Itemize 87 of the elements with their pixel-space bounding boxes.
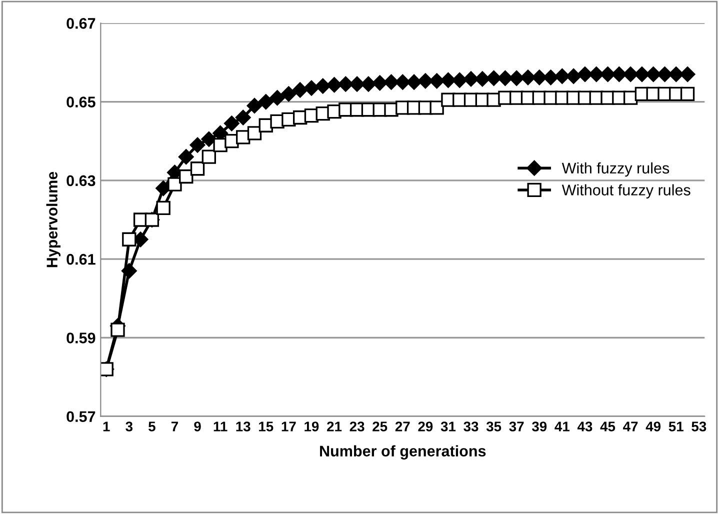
x-tick-label: 23 <box>350 422 364 432</box>
point <box>384 74 399 90</box>
y-tick-label: 0.65 <box>66 96 96 108</box>
point <box>372 75 388 91</box>
point <box>122 232 136 246</box>
x-tick-label: 27 <box>395 422 410 432</box>
x-tick-label: 5 <box>148 422 156 432</box>
point <box>452 72 468 88</box>
x-tick-label: 53 <box>692 422 706 432</box>
point <box>304 80 320 96</box>
point <box>270 90 285 106</box>
point <box>566 68 582 84</box>
point <box>156 200 170 216</box>
x-tick-label: 35 <box>486 422 502 432</box>
point <box>349 76 365 92</box>
point <box>577 66 593 82</box>
point <box>168 177 182 192</box>
point <box>588 66 604 82</box>
point <box>680 86 695 101</box>
x-tick-label: 17 <box>282 422 296 432</box>
point <box>554 68 570 84</box>
point <box>668 66 684 82</box>
y-tick-label: 0.59 <box>66 332 96 344</box>
x-tick-label: 47 <box>623 422 638 432</box>
x-tick-label: 45 <box>600 422 616 432</box>
point <box>315 78 331 94</box>
point <box>258 94 274 110</box>
x-tick-label: 9 <box>194 422 201 432</box>
x-axis-title: Number of generations <box>320 445 486 460</box>
x-tick-label: 43 <box>577 422 592 432</box>
x-tick-label: 37 <box>509 422 524 432</box>
x-tick-label: 51 <box>668 422 684 432</box>
point <box>543 70 558 86</box>
point <box>440 72 456 88</box>
point <box>600 66 616 82</box>
x-tick-label: 29 <box>418 422 433 432</box>
point <box>247 126 262 140</box>
point <box>179 169 194 184</box>
x-tick-label: 33 <box>464 422 478 432</box>
point <box>394 74 410 90</box>
point <box>520 70 536 86</box>
point <box>201 131 217 147</box>
point <box>326 77 342 93</box>
point <box>280 86 296 102</box>
x-tick-label: 49 <box>646 422 661 432</box>
point <box>235 110 251 126</box>
point <box>508 70 524 86</box>
point <box>680 66 696 82</box>
point <box>429 73 445 89</box>
x-tick-label: 3 <box>126 422 133 432</box>
point <box>657 66 672 82</box>
x-tick-label: 7 <box>171 422 178 432</box>
point <box>474 71 490 87</box>
x-tick-label: 19 <box>304 422 319 432</box>
point <box>224 116 240 132</box>
x-tick-label: 21 <box>327 422 342 432</box>
point <box>430 100 444 115</box>
legend-label: Without fuzzy rules <box>562 184 690 198</box>
point <box>292 82 308 98</box>
y-tick-label: 0.63 <box>66 175 96 186</box>
point <box>338 76 354 92</box>
y-axis-title: Hypervolume <box>46 172 61 268</box>
point <box>622 66 638 82</box>
point <box>178 149 194 165</box>
x-tick-label: 13 <box>236 422 250 432</box>
point <box>190 137 206 153</box>
point <box>532 70 548 86</box>
point <box>418 73 434 89</box>
point <box>360 76 376 92</box>
point <box>463 71 479 87</box>
y-tick-label: 0.67 <box>66 18 96 29</box>
point <box>110 322 125 337</box>
point <box>406 74 422 90</box>
x-tick-label: 41 <box>554 422 570 432</box>
y-tick-label: 0.57 <box>66 411 96 422</box>
x-tick-label: 25 <box>372 422 388 432</box>
y-tick-label: 0.61 <box>66 254 96 265</box>
point <box>202 150 216 164</box>
x-tick-label: 39 <box>532 422 547 432</box>
point <box>634 66 650 82</box>
point <box>190 162 205 176</box>
x-tick-label: 15 <box>259 422 274 432</box>
legend-label: With fuzzy rules <box>562 162 670 177</box>
x-tick-label: 11 <box>214 422 228 432</box>
x-tick-label: 1 <box>103 422 110 432</box>
point <box>246 98 262 114</box>
x-tick-label: 31 <box>440 422 456 432</box>
